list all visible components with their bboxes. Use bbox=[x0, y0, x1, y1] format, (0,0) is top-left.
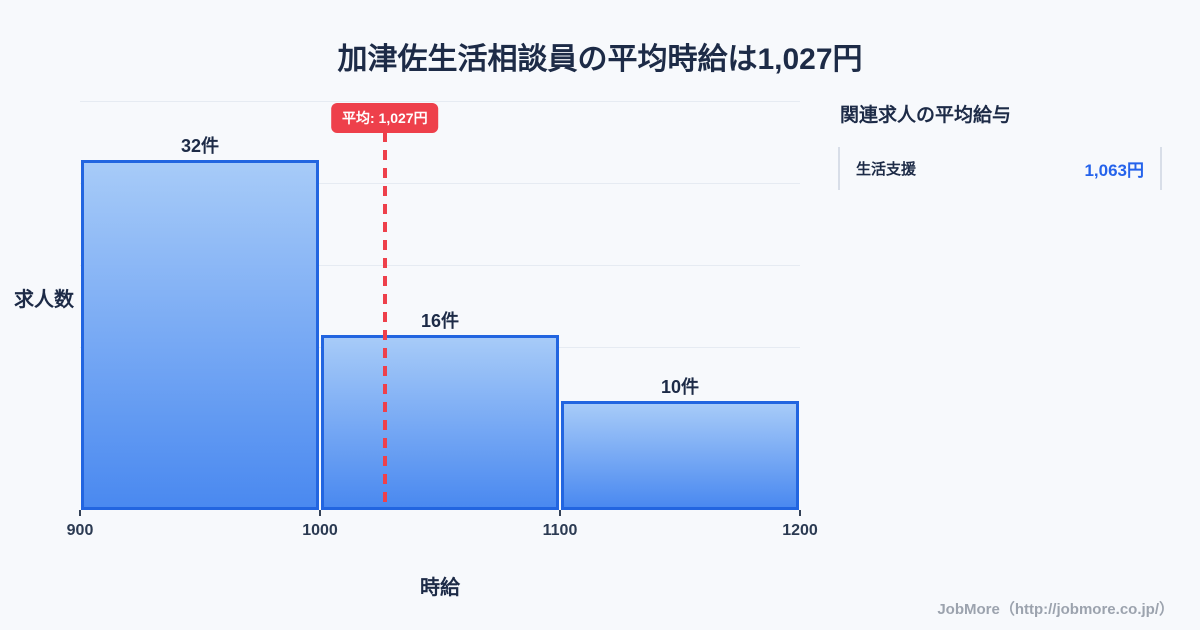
watermark: JobMore（http://jobmore.co.jp/） bbox=[937, 601, 1174, 618]
average-line bbox=[382, 132, 387, 510]
gridline bbox=[80, 265, 800, 266]
x-tick-mark bbox=[559, 510, 561, 516]
panel-row-value: 1,063円 bbox=[1084, 161, 1144, 180]
x-axis-label: 時給 bbox=[420, 577, 460, 599]
x-tick-mark bbox=[319, 510, 321, 516]
x-tick-mark bbox=[79, 510, 81, 516]
x-tick-label: 1100 bbox=[542, 522, 578, 539]
average-badge: 平均: 1,027円 bbox=[331, 103, 439, 133]
x-tick-label: 900 bbox=[66, 522, 94, 539]
bar-count-label: 32件 bbox=[180, 136, 220, 156]
histogram-bar bbox=[81, 160, 319, 510]
panel-title: 関連求人の平均給与 bbox=[840, 105, 1012, 126]
bar-count-label: 16件 bbox=[420, 311, 460, 331]
x-tick-label: 1200 bbox=[782, 522, 818, 539]
related-jobs-panel: 関連求人の平均給与 生活支援 1,063円 bbox=[838, 100, 1162, 190]
page-title: 加津佐生活相談員の平均時給は1,027円 bbox=[337, 43, 863, 76]
panel-row: 生活支援 1,063円 bbox=[838, 147, 1162, 190]
panel-row-label: 生活支援 bbox=[856, 161, 917, 178]
histogram-bar bbox=[561, 401, 799, 510]
x-tick-mark bbox=[799, 510, 801, 516]
y-axis-label: 求人数 bbox=[14, 289, 74, 311]
bar-count-label: 10件 bbox=[660, 377, 700, 397]
gridline bbox=[80, 101, 800, 102]
x-tick-label: 1000 bbox=[302, 522, 338, 539]
gridline bbox=[80, 183, 800, 184]
histogram-bar bbox=[321, 335, 559, 510]
